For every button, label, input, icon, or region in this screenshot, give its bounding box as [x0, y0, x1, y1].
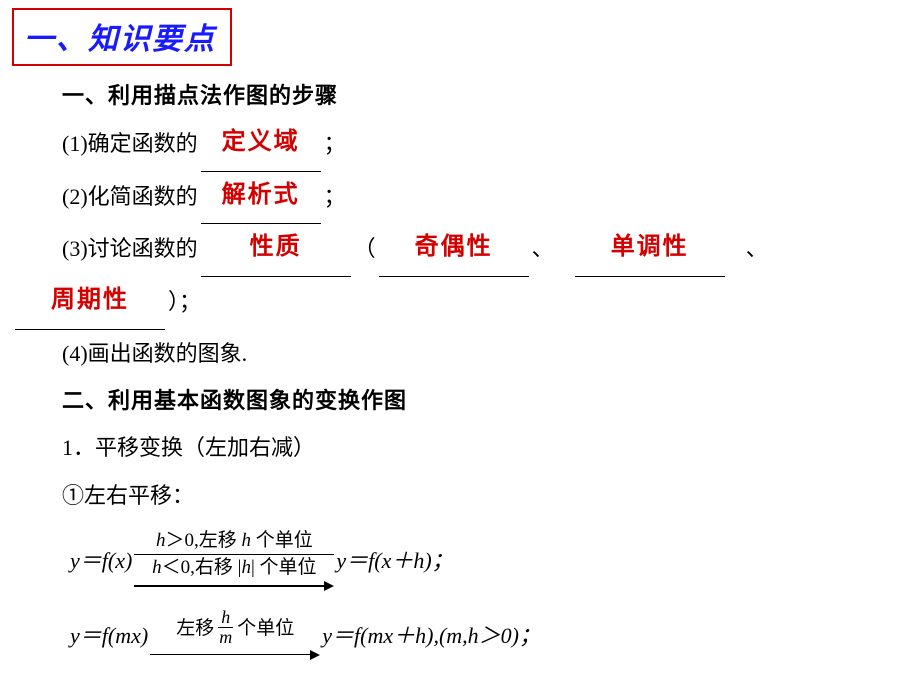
step1-pre: (1)确定函数的 [62, 131, 198, 156]
blank-2: 解析式 [201, 172, 321, 225]
eq1-rhs: y＝f(x＋h)； [336, 537, 453, 584]
step2-post: ； [324, 184, 346, 209]
eq1-lhs: y＝f(x) [70, 537, 132, 584]
blank-3c: 周期性 [15, 277, 165, 330]
step-2: (2)化简函数的解析式 ； [62, 172, 908, 225]
equation-1: y＝f(x) h＞0,左移 h 个单位 h＜0,右移 |h| 个单位 y＝f(x… [62, 529, 908, 592]
page-title: 一、知识要点 [24, 23, 216, 56]
arrow-1: h＞0,左移 h 个单位 h＜0,右移 |h| 个单位 [134, 529, 334, 592]
step-3-wrap: 周期性 ）； [12, 277, 908, 330]
blank-3b: 单调性 [575, 224, 725, 277]
eq2-lhs: y＝f(mx) [70, 612, 148, 659]
section1-heading: 一、利用描点法作图的步骤 [62, 72, 908, 119]
fill-2: 解析式 [222, 182, 300, 208]
fill-3: 性质 [250, 234, 302, 260]
step3-close: ）； [168, 289, 201, 314]
sub-1a: ①左右平移： [62, 472, 908, 519]
step3-sep2: 、 [746, 236, 768, 261]
arrow-1-mid [134, 554, 334, 556]
blank-3: 性质 [201, 224, 351, 277]
step1-post: ； [324, 131, 346, 156]
step-3: (3)讨论函数的 性质 （ 奇偶性 、 单调性 、 [62, 224, 908, 277]
content-body: 一、利用描点法作图的步骤 (1)确定函数的定义域 ； (2)化简函数的解析式 ； (… [12, 72, 908, 661]
eq1-top: h＞0,左移 h 个单位 [156, 529, 313, 553]
blank-3a: 奇偶性 [379, 224, 529, 277]
arrow-2-line [150, 650, 320, 660]
step2-pre: (2)化简函数的 [62, 184, 198, 209]
frac-h-m: hm [216, 608, 235, 647]
arrow-1-line [134, 581, 334, 591]
step3-pre: (3)讨论函数的 [62, 236, 198, 261]
eq1-bot: h＜0,右移 |h| 个单位 [152, 556, 316, 580]
fill-3a: 奇偶性 [415, 234, 493, 260]
sub-1: 1．平移变换（左加右减） [62, 424, 908, 471]
step-1: (1)确定函数的定义域 ； [62, 119, 908, 172]
step-4: (4)画出函数的图象. [62, 330, 908, 377]
title-box: 一、知识要点 [12, 8, 232, 66]
fill-3b: 单调性 [611, 234, 689, 260]
arrow-2: 左移hm个单位 [150, 610, 320, 661]
section2-heading: 二、利用基本函数图象的变换作图 [62, 377, 908, 424]
step3-open: （ [354, 236, 376, 261]
fill-3c: 周期性 [51, 287, 129, 313]
blank-1: 定义域 [201, 119, 321, 172]
eq2-top: 左移hm个单位 [176, 610, 294, 649]
fill-1: 定义域 [222, 129, 300, 155]
step3-sep: 、 [532, 236, 554, 261]
eq2-rhs: y＝f(mx＋h),(m,h＞0)； [322, 612, 541, 659]
equation-2: y＝f(mx) 左移hm个单位 y＝f(mx＋h),(m,h＞0)； [62, 610, 908, 661]
